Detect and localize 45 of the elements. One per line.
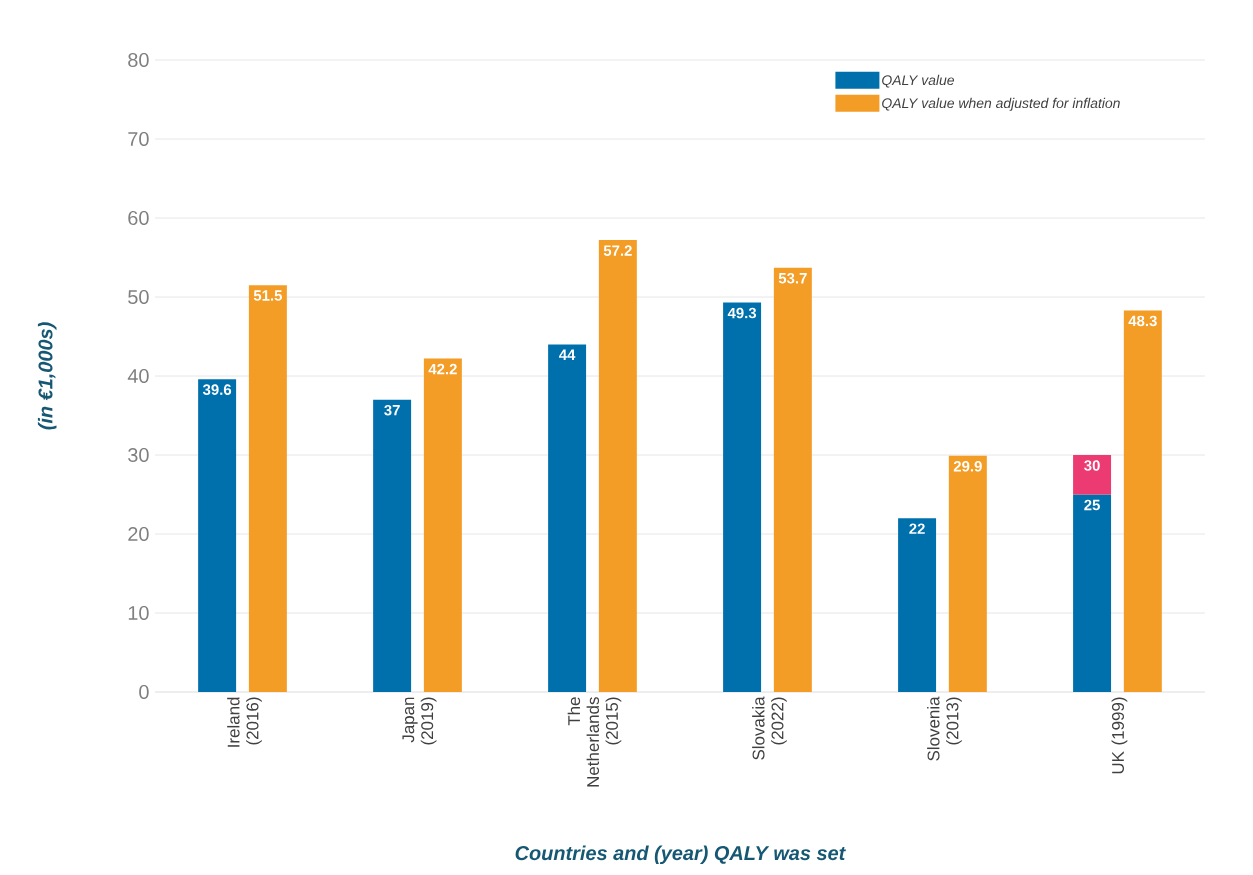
data-label: 49.3 [727,307,757,319]
y-tick-label: 30 [128,447,149,463]
bar [898,518,937,692]
bar [548,344,587,692]
x-tick-label: Slovenia (2013) [927,696,962,761]
y-tick-label: 40 [127,368,149,384]
x-tick-label: Japan (2019) [402,697,437,745]
data-label: 53.7 [778,272,807,284]
bar [598,240,637,692]
bar [773,267,812,692]
x-tick-label: The Netherlands (2015) [567,697,622,787]
y-tick-label: 50 [128,289,149,305]
data-label: 30 [1084,460,1100,471]
x-axis-title: Countries and (year) QALY was set [515,845,846,865]
data-label: 42.2 [428,363,457,375]
bar [423,358,462,692]
data-label: 22 [909,523,925,534]
bar [198,379,237,692]
bar [1073,455,1112,495]
y-tick-label: 70 [128,131,149,147]
y-tick-label: 80 [128,52,149,68]
data-label: 48.3 [1128,315,1157,327]
legend-label: QALY value when adjusted for inflation [882,97,1120,111]
data-label: 37 [384,404,400,416]
data-label: 39.6 [202,384,232,395]
y-tick-label: 60 [128,210,149,226]
data-label: 51.5 [253,290,282,301]
y-tick-label: 20 [128,526,149,542]
data-label: 57.2 [603,245,632,256]
x-tick-label: UK (1999) [1111,697,1128,774]
bar [723,302,762,692]
data-label: 44 [559,349,576,360]
legend-label: QALY value [882,74,955,88]
y-axis-title: (in €1,000s) [37,322,57,430]
x-tick-label: Slovakia (2022) [752,696,787,760]
bar [1073,494,1112,692]
x-tick-label: Ireland (2016) [227,697,262,747]
bar [948,455,987,692]
bar [248,285,287,692]
bar [373,399,412,692]
data-label: 25 [1084,499,1100,511]
y-tick-label: 10 [128,605,149,621]
bar [1123,310,1162,692]
y-tick-label: 0 [139,684,149,700]
data-label: 29.9 [953,460,982,472]
